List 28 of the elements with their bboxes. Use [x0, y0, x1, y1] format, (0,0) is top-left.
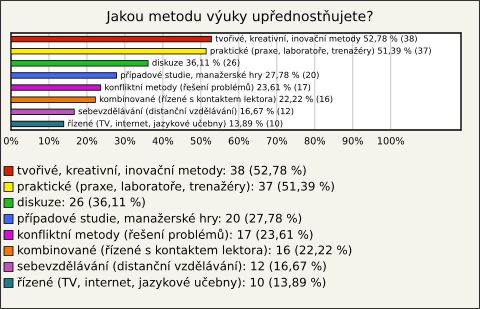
text: sebevzdělávání (distanční vzdělávání): 12 (16,67 %): [18, 260, 326, 272]
data-label: řízené (TV, internet, jazykové učebny) 13,89 % (10): [68, 120, 282, 128]
x-tick-label: 100%: [378, 137, 404, 144]
text: tvořivé, kreativní, inovační metody: 38 (52,78 %): [17, 165, 306, 177]
x-tick-label: 60%: [228, 137, 250, 144]
x-tick-label: 20%: [76, 137, 98, 144]
data-label: praktické (praxe, laboratoře, trenažéry) 51,39 % (37): [210, 46, 431, 56]
data-label: konfliktní metody (řešení problémů) 23,61 % (17): [105, 83, 310, 92]
text: případové studie, manažerské hry: 20 (27,78 %): [18, 213, 302, 225]
x-tick-label: 80%: [304, 137, 326, 144]
text: řízené (TV, internet, jazykové učebny): 10 (13,89 %): [18, 277, 326, 289]
text: konfliktní metody (řešení problémů): 17 (23,61 %): [18, 228, 312, 242]
data-label: tvořivé, kreativní, inovační metody 52,78 % (38): [215, 34, 417, 44]
data-label: sebevzdělávání (distanční vzdělávání) 16,67 % (12): [78, 107, 294, 116]
data-label: případové studie, manažerské hry 27,78 % (20): [121, 71, 319, 80]
chart-title: Jakou metodu výuky upřednostňujete?: [106, 10, 373, 24]
x-tick-label: 70%: [266, 137, 288, 144]
x-tick-label: 30%: [114, 137, 136, 144]
x-tick-label: 40%: [152, 137, 174, 144]
text: praktické (praxe, laboratoře, trenažéry): 37 (51,39 %): [18, 181, 334, 193]
x-tick-label: 0%: [4, 137, 18, 144]
data-label: kombinované (řízené s kontaktem lektora) 22,22 % (16): [100, 95, 332, 104]
x-tick-label: 50%: [190, 137, 212, 144]
x-tick-label: 10%: [39, 137, 60, 144]
data-label: diskuze 36,11 % (26): [152, 59, 240, 67]
x-tick-label: 90%: [342, 137, 364, 144]
text: kombinované (řízené s kontaktem lektora): 16 (22,22 %): [18, 244, 352, 256]
text: diskuze: 26 (36,11 %): [18, 197, 145, 208]
